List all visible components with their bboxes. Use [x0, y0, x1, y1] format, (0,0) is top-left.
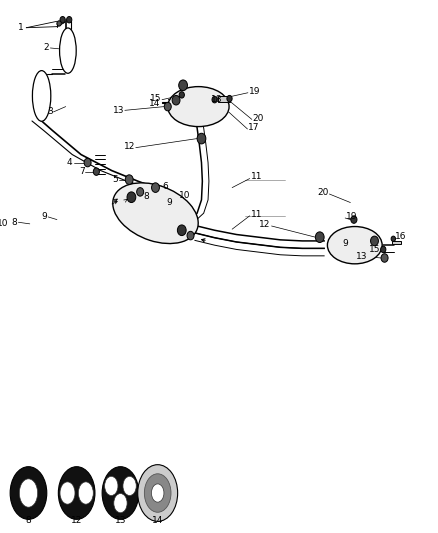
Text: 13: 13 — [113, 106, 124, 115]
Ellipse shape — [102, 467, 139, 519]
Text: 1: 1 — [18, 23, 24, 32]
Ellipse shape — [114, 494, 127, 513]
Circle shape — [381, 254, 388, 262]
Text: 2: 2 — [43, 44, 49, 52]
Text: 9: 9 — [343, 239, 348, 248]
Text: 11: 11 — [251, 173, 262, 181]
Circle shape — [351, 216, 357, 223]
Circle shape — [57, 21, 61, 26]
Text: 19: 19 — [249, 87, 260, 96]
Text: 10: 10 — [179, 191, 191, 200]
Polygon shape — [162, 102, 168, 103]
Text: 14: 14 — [152, 516, 163, 524]
Circle shape — [212, 96, 217, 103]
Text: 13: 13 — [115, 516, 126, 524]
Text: 15: 15 — [369, 245, 380, 254]
Text: 8: 8 — [25, 516, 32, 524]
Text: 18: 18 — [211, 95, 223, 104]
Text: 12: 12 — [124, 142, 135, 151]
Circle shape — [187, 231, 194, 240]
Circle shape — [152, 183, 159, 192]
Circle shape — [179, 80, 187, 91]
Circle shape — [67, 17, 72, 23]
Ellipse shape — [113, 183, 198, 244]
Ellipse shape — [327, 227, 382, 264]
Ellipse shape — [168, 86, 229, 126]
Circle shape — [125, 175, 133, 184]
Ellipse shape — [78, 482, 93, 504]
Text: 9: 9 — [42, 213, 47, 221]
Ellipse shape — [58, 467, 95, 519]
Circle shape — [60, 17, 65, 23]
Text: 11: 11 — [251, 210, 262, 219]
Text: 8: 8 — [143, 192, 149, 200]
Text: 8: 8 — [12, 218, 18, 227]
Text: 20: 20 — [317, 189, 328, 197]
Circle shape — [177, 225, 186, 236]
Circle shape — [371, 236, 378, 246]
Circle shape — [137, 188, 144, 196]
Polygon shape — [392, 241, 401, 244]
Ellipse shape — [60, 482, 75, 504]
Text: 10: 10 — [0, 220, 9, 228]
Circle shape — [172, 95, 180, 105]
Ellipse shape — [145, 474, 171, 512]
Ellipse shape — [32, 70, 51, 122]
Circle shape — [197, 133, 206, 144]
Circle shape — [164, 102, 171, 111]
Text: 6: 6 — [162, 182, 168, 190]
Ellipse shape — [10, 467, 47, 519]
Text: 5: 5 — [113, 175, 118, 184]
Text: 17: 17 — [248, 124, 260, 132]
Text: 12: 12 — [259, 221, 271, 229]
Ellipse shape — [152, 484, 164, 502]
Polygon shape — [218, 96, 230, 102]
Circle shape — [84, 158, 91, 167]
Circle shape — [127, 192, 136, 203]
Text: 4: 4 — [67, 158, 72, 167]
Circle shape — [391, 236, 396, 241]
Ellipse shape — [19, 479, 38, 507]
Circle shape — [93, 168, 99, 175]
Text: 7: 7 — [79, 167, 85, 176]
Text: 13: 13 — [357, 253, 368, 261]
Circle shape — [179, 92, 184, 98]
Ellipse shape — [105, 477, 118, 496]
Circle shape — [381, 246, 386, 253]
Text: 3: 3 — [47, 108, 53, 116]
Ellipse shape — [123, 477, 136, 496]
Text: 9: 9 — [166, 198, 172, 207]
Text: 12: 12 — [71, 516, 82, 524]
Text: 15: 15 — [150, 94, 161, 103]
Text: 20: 20 — [253, 114, 264, 123]
Circle shape — [227, 95, 232, 102]
Circle shape — [315, 232, 324, 243]
Ellipse shape — [60, 28, 76, 73]
Ellipse shape — [138, 465, 178, 521]
Text: 14: 14 — [149, 100, 160, 108]
Text: 16: 16 — [395, 232, 406, 241]
Text: 19: 19 — [346, 213, 357, 221]
